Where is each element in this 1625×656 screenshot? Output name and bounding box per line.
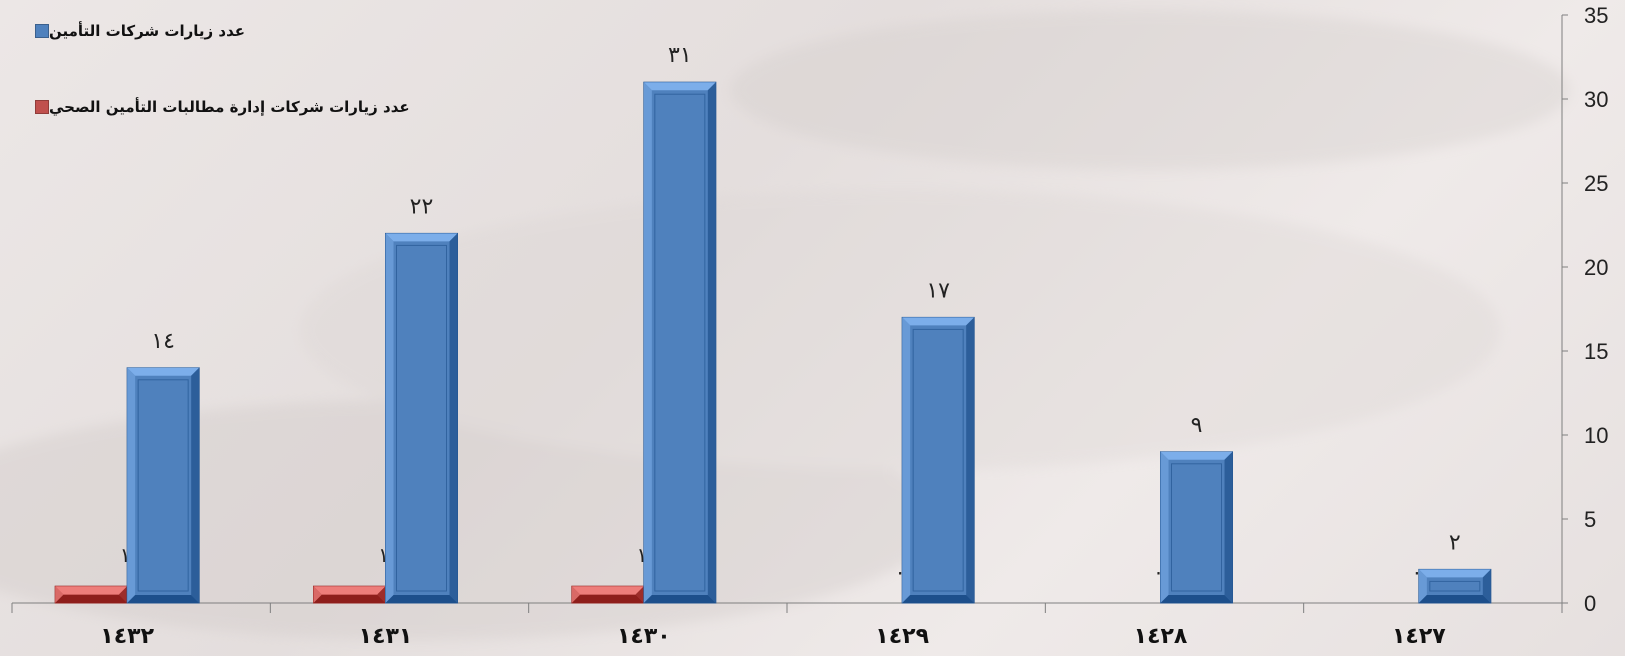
y-tick-label: 0 [1584, 591, 1596, 616]
bar-blue-bevel-left [902, 317, 911, 603]
bar-red-bevel-right [635, 586, 644, 603]
x-tick-label: ١٤٢٧ [1392, 624, 1446, 649]
bar-blue-bevel-top [385, 233, 458, 242]
bar-blue-bevel-left [1160, 451, 1169, 603]
bar-blue-bevel-bottom [127, 595, 200, 603]
legend-swatch-red [35, 100, 49, 114]
legend-swatch-blue [35, 24, 49, 38]
bar-blue-inner-frame [1171, 463, 1222, 592]
x-tick-label: ١٤٣٢ [100, 624, 154, 649]
bar-blue-bevel-right [191, 367, 200, 603]
data-label-red: ٠ [895, 560, 906, 584]
data-label-blue: ١٧ [926, 278, 950, 303]
bar-blue-body [643, 81, 717, 604]
legend-label-tpa-companies: عدد زيارات شركات إدارة مطالبات التأمين ا… [49, 98, 410, 116]
data-label-blue: ٩ [1191, 413, 1203, 438]
bar-blue-bevel-bottom [902, 595, 975, 603]
x-tick-label: ١٤٣٠ [617, 624, 671, 649]
bar-red-bevel-bottom [571, 595, 644, 603]
bar-red-bevel-top [313, 586, 386, 595]
bar-blue-body [901, 316, 975, 604]
y-tick-label: 20 [1584, 255, 1608, 280]
bar-blue-inner-frame [137, 379, 189, 592]
x-tick-label: ١٤٢٩ [875, 624, 929, 649]
bar-blue-bevel-right [966, 317, 975, 603]
bar-red-bevel-right [377, 586, 386, 603]
bar-red-bevel-bottom [55, 595, 128, 603]
legend-item-insurance-companies: عدد زيارات شركات التأمين [32, 22, 245, 40]
bar-blue-bevel-right [1224, 451, 1233, 603]
bar-blue [643, 81, 717, 604]
bar-red-bevel-left [571, 586, 580, 603]
bar-red-bevel-left [313, 586, 322, 603]
bar-blue-bevel-top [127, 367, 200, 376]
bar-red-bevel-top [55, 586, 128, 595]
bar-blue-bevel-bottom [1418, 595, 1491, 603]
data-label-blue: ١٤ [151, 329, 175, 354]
x-tick-label: ١٤٣١ [359, 624, 413, 649]
bar-red-bevel-left [55, 586, 64, 603]
bar-blue-inner-frame [1429, 580, 1481, 592]
bar-blue-bevel-left [1418, 569, 1427, 603]
bar-blue-bevel-top [1418, 569, 1491, 578]
data-label-blue: ٢٢ [410, 194, 434, 219]
bar-blue-bevel-top [1160, 451, 1233, 460]
bar-blue-inner-frame [912, 328, 964, 592]
bar-blue [901, 316, 975, 604]
x-tick-label: ١٤٢٨ [1134, 624, 1188, 649]
data-label-red: ٠ [1411, 560, 1422, 584]
bar-blue-inner-frame [396, 244, 447, 592]
bar-red [54, 585, 128, 604]
data-label-red: ١ [120, 543, 131, 567]
bar-blue [385, 232, 458, 604]
bar-blue-bevel-right [707, 82, 716, 603]
data-label-red: ١ [378, 543, 389, 567]
bar-blue-bevel-bottom [385, 595, 458, 603]
legend-item-tpa-companies: عدد زيارات شركات إدارة مطالبات التأمين ا… [32, 98, 410, 116]
data-label-red: ١ [636, 543, 647, 567]
bar-blue-bevel-left [643, 82, 652, 603]
data-label-blue: ٣١ [668, 43, 692, 68]
bar-blue-bevel-bottom [643, 595, 716, 603]
bar-blue [1418, 568, 1492, 604]
bar-blue-bevel-top [643, 82, 716, 91]
bar-blue-bevel-right [449, 233, 458, 603]
bar-blue [126, 367, 200, 604]
data-label-red: ٠ [1153, 560, 1164, 584]
data-label-blue: ٢ [1449, 530, 1461, 555]
bar-red-bevel-right [119, 586, 128, 603]
y-tick-label: 35 [1584, 3, 1608, 28]
bar-blue-bevel-left [385, 233, 394, 603]
bar-red-bevel-top [571, 586, 644, 595]
y-tick-label: 25 [1584, 171, 1608, 196]
bar-red [313, 585, 386, 604]
legend-label-insurance-companies: عدد زيارات شركات التأمين [49, 22, 245, 40]
bar-red [571, 585, 645, 604]
y-tick-label: 30 [1584, 87, 1608, 112]
y-tick-label: 15 [1584, 339, 1608, 364]
bar-blue [1160, 451, 1233, 604]
bar-blue-bevel-bottom [1160, 595, 1233, 603]
bar-red-bevel-bottom [313, 595, 386, 603]
bar-blue-body [385, 232, 458, 604]
bar-blue-bevel-top [902, 317, 975, 326]
y-tick-label: 5 [1584, 507, 1596, 532]
y-tick-label: 10 [1584, 423, 1608, 448]
background-watermark [0, 10, 1570, 640]
bar-blue-inner-frame [654, 93, 706, 592]
bar-blue-bevel-right [1482, 569, 1491, 603]
bar-blue-bevel-left [127, 367, 136, 603]
